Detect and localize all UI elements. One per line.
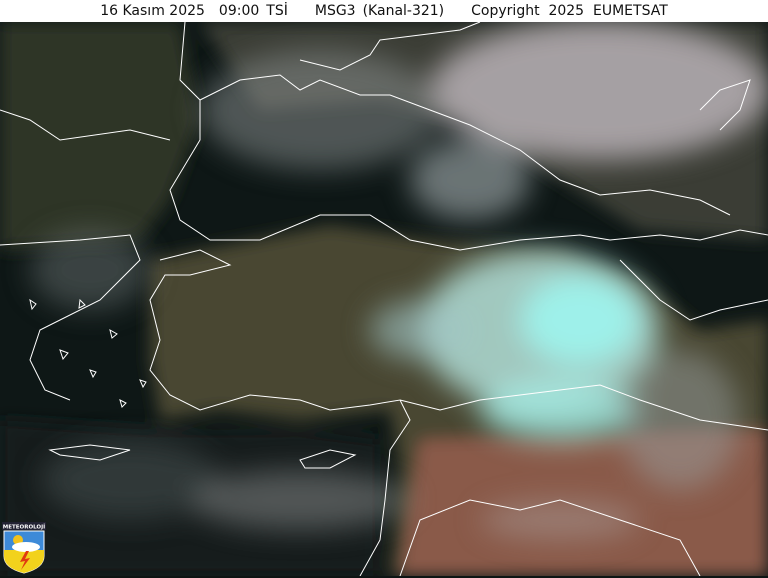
satellite-image [0, 22, 768, 576]
time-label: 09:00 [218, 3, 260, 19]
date-label: 16 Kasım 2025 [100, 3, 205, 19]
timezone-label: TSİ [266, 3, 288, 19]
image-caption: 16 Kasım 2025 09:00 TSİ MSG3 (Kanal-321) C… [0, 0, 768, 22]
copyright-label: Copyright 2025 EUMETSAT [471, 3, 668, 19]
coastlines-borders [0, 22, 768, 576]
channel-label: (Kanal-321) [362, 3, 445, 19]
meteoroloji-logo: METEOROLOJİ [2, 522, 46, 574]
cloud-masses [30, 22, 768, 540]
svg-text:METEOROLOJİ: METEOROLOJİ [3, 524, 45, 531]
satellite-label: MSG3 [314, 3, 356, 19]
